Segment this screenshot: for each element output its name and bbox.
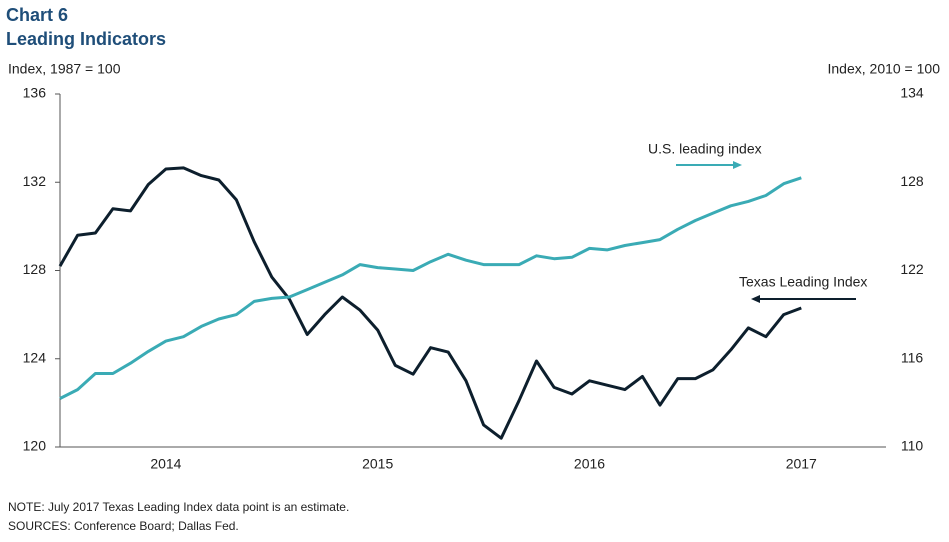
y-tick-label: 128 — [23, 261, 47, 277]
y2-axis-label: Index, 2010 = 100 — [828, 61, 941, 77]
series-line — [58, 166, 802, 440]
note: NOTE: July 2017 Texas Leading Index data… — [8, 500, 349, 514]
chart-subtitle: Leading Indicators — [6, 29, 166, 49]
series-line — [59, 176, 802, 400]
y-axis-label: Index, 1987 = 100 — [8, 61, 121, 77]
y2-tick-label: 116 — [901, 349, 924, 365]
y-tick-label: 124 — [23, 349, 47, 365]
y-tick-label: 132 — [23, 173, 47, 189]
y2-tick-label: 110 — [901, 438, 924, 454]
annotation: Texas Leading Index — [739, 274, 867, 290]
chart-title: Chart 6 — [6, 5, 68, 25]
arrow-head — [733, 161, 742, 169]
x-tick-label: 2016 — [574, 456, 605, 472]
y2-tick-label: 128 — [900, 173, 924, 189]
arrow-head — [751, 295, 760, 303]
annotation: U.S. leading index — [648, 141, 762, 157]
x-tick-label: 2015 — [362, 456, 393, 472]
x-tick-label: 2017 — [786, 456, 817, 472]
y2-tick-label: 122 — [900, 261, 924, 277]
y-tick-label: 136 — [23, 85, 47, 101]
y2-tick-label: 134 — [900, 85, 924, 101]
y-tick-label: 120 — [23, 438, 47, 454]
x-tick-label: 2014 — [150, 456, 181, 472]
source: SOURCES: Conference Board; Dallas Fed. — [8, 519, 239, 533]
